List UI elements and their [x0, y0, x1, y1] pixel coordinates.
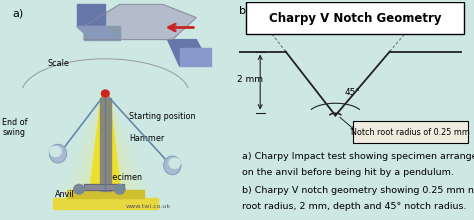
Polygon shape: [80, 94, 130, 191]
Polygon shape: [53, 198, 158, 209]
FancyBboxPatch shape: [246, 2, 464, 34]
Polygon shape: [84, 184, 125, 190]
Text: a): a): [12, 9, 23, 19]
Text: root radius, 2 mm, depth and 45° notch radius.: root radius, 2 mm, depth and 45° notch r…: [242, 202, 466, 211]
Text: a) Charpy Impact test showing specimen arrangement: a) Charpy Impact test showing specimen a…: [242, 152, 474, 161]
Polygon shape: [180, 48, 210, 66]
Text: Specimen: Specimen: [103, 173, 143, 182]
Polygon shape: [164, 156, 181, 175]
Polygon shape: [169, 158, 180, 168]
Text: 2 mm: 2 mm: [237, 75, 263, 84]
Text: Scale: Scale: [48, 59, 70, 68]
Text: 45°: 45°: [345, 88, 361, 97]
Text: on the anvil before being hit by a pendulum.: on the anvil before being hit by a pendu…: [242, 168, 454, 177]
Polygon shape: [77, 4, 105, 26]
Polygon shape: [50, 146, 61, 156]
Text: b): b): [239, 5, 251, 15]
Text: Anvil: Anvil: [55, 190, 75, 199]
Text: Charpy V Notch Geometry: Charpy V Notch Geometry: [269, 12, 441, 25]
Polygon shape: [84, 26, 119, 40]
Circle shape: [114, 184, 125, 194]
Text: b) Charpy V notch geometry showing 0.25 mm notch: b) Charpy V notch geometry showing 0.25 …: [242, 187, 474, 195]
Text: Hammer: Hammer: [129, 134, 164, 143]
Text: Starting position: Starting position: [129, 112, 196, 121]
Polygon shape: [49, 144, 66, 163]
Polygon shape: [77, 26, 119, 40]
Text: End of
swing: End of swing: [2, 118, 28, 137]
Circle shape: [101, 90, 109, 97]
Polygon shape: [67, 190, 144, 198]
Polygon shape: [84, 4, 196, 40]
Polygon shape: [168, 40, 210, 66]
Polygon shape: [71, 94, 140, 191]
Polygon shape: [84, 184, 125, 190]
Text: Notch root radius of 0.25 mm: Notch root radius of 0.25 mm: [351, 128, 470, 137]
Polygon shape: [100, 98, 110, 191]
Polygon shape: [90, 94, 121, 191]
Circle shape: [74, 184, 84, 194]
Text: www.twi.co.uk: www.twi.co.uk: [126, 204, 171, 209]
Polygon shape: [61, 94, 150, 191]
FancyBboxPatch shape: [353, 121, 468, 143]
